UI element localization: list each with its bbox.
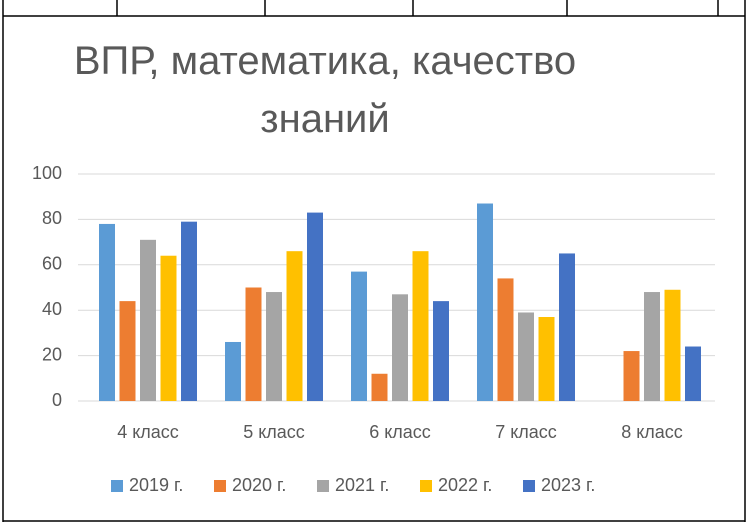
y-tick-label: 60	[42, 254, 62, 274]
bar	[477, 203, 493, 401]
bar	[160, 255, 177, 401]
y-tick-label: 20	[42, 344, 62, 364]
legend-swatch	[111, 480, 123, 492]
bar	[623, 351, 640, 401]
bar	[181, 221, 197, 401]
x-tick-label: 7 класс	[495, 422, 557, 442]
legend-swatch	[420, 480, 432, 492]
chart-title: ВПР, математика, качество знаний	[73, 39, 577, 141]
legend-label: 2021 г.	[335, 475, 389, 495]
legend-swatch	[523, 480, 535, 492]
bar	[286, 251, 303, 401]
y-tick-label: 100	[32, 163, 62, 183]
x-tick-label: 4 класс	[117, 422, 179, 442]
y-tick-label: 0	[52, 390, 62, 410]
y-tick-label: 40	[42, 299, 62, 319]
x-tick-label: 8 класс	[621, 422, 683, 442]
legend-swatch	[214, 480, 226, 492]
bar	[518, 312, 534, 401]
bar	[266, 292, 282, 401]
bar	[245, 287, 262, 401]
bar	[99, 223, 115, 401]
bar	[559, 253, 575, 401]
y-tick-label: 80	[42, 208, 62, 228]
bar	[644, 292, 660, 401]
x-tick-label: 5 класс	[243, 422, 305, 442]
bar	[225, 341, 241, 401]
legend-swatch	[317, 480, 329, 492]
bar	[351, 271, 367, 401]
legend-label: 2019 г.	[129, 475, 183, 495]
bar	[412, 251, 429, 401]
bar	[392, 294, 408, 401]
bar	[140, 239, 156, 401]
x-tick-label: 6 класс	[369, 422, 431, 442]
bar	[685, 346, 701, 401]
legend-label: 2022 г.	[438, 475, 492, 495]
bar	[497, 278, 514, 401]
bar	[538, 317, 555, 401]
legend-label: 2023 г.	[541, 475, 595, 495]
bar	[119, 301, 136, 401]
bar	[664, 289, 681, 401]
legend-label: 2020 г.	[232, 475, 286, 495]
bar	[433, 301, 449, 401]
bar	[307, 212, 323, 401]
bar	[371, 373, 388, 401]
